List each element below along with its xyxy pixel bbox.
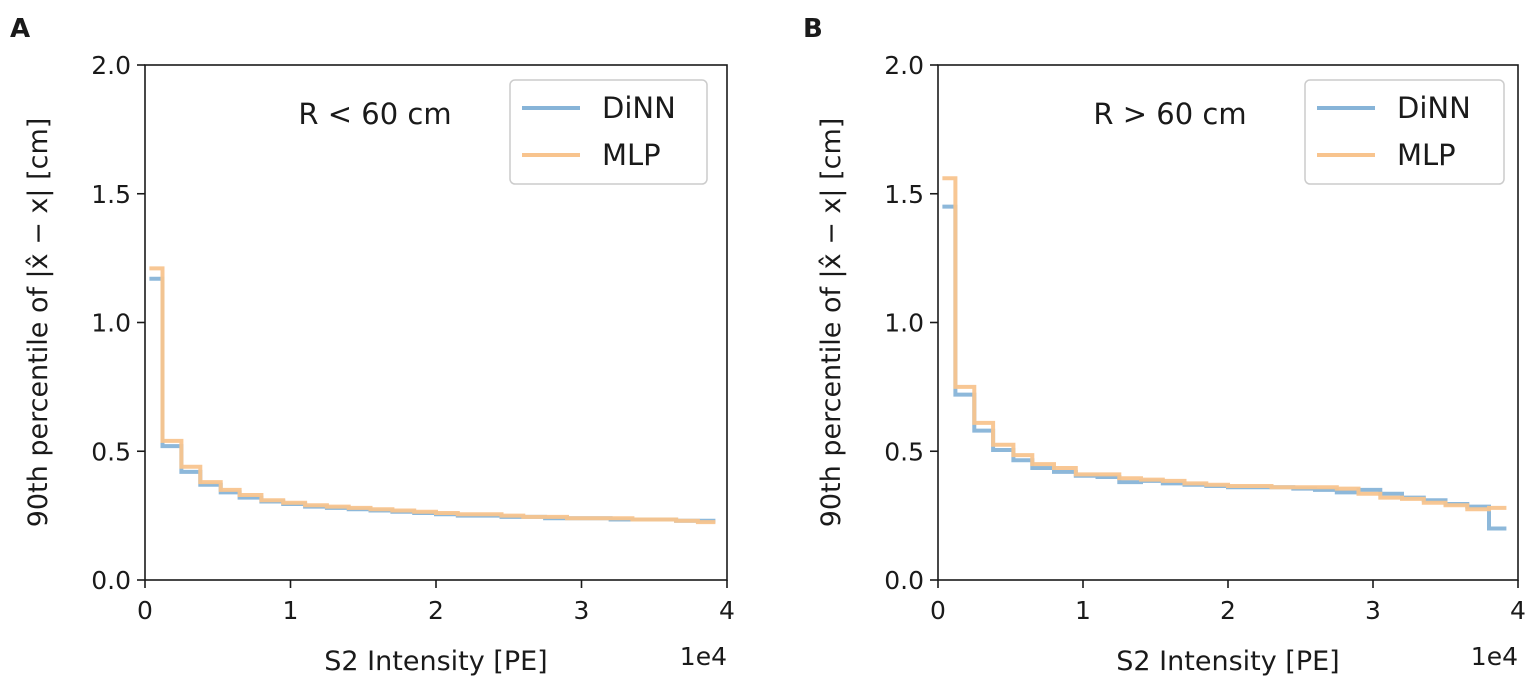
panel-a-series-mlp-line [149, 266, 716, 525]
panel-b-series-group [942, 176, 1507, 531]
panel-b-series-mlp-line [942, 176, 1507, 512]
panel-a-y-tick-label: 0.5 [91, 437, 131, 466]
panel-b-x-exponent: 1e4 [1471, 642, 1518, 671]
panel-a-x-tick-label: 3 [574, 596, 590, 625]
panel-a-y-tick-label: 1.0 [91, 309, 131, 338]
panel-b-y-tick-label: 0.5 [884, 437, 924, 466]
panel-a-x-exponent: 1e4 [680, 642, 727, 671]
panel-a-legend-label-dinn: DiNN [602, 91, 676, 125]
panel-a-legend-label-mlp: MLP [602, 138, 661, 172]
panel-a-y-tick-label: 2.0 [91, 51, 131, 80]
panel-b-letter: B [803, 14, 823, 44]
panel-a-x-tick-label: 0 [137, 596, 153, 625]
panel-b-x-tick-label: 4 [1510, 596, 1526, 625]
panel-a-series-group [149, 266, 716, 525]
panel-a-y-axis-label: 90th percentile of |x̂ − x| [cm] [23, 118, 54, 528]
panel-a-annotation: R < 60 cm [298, 97, 451, 131]
panel-a-y-tick-label: 1.5 [91, 180, 131, 209]
panel-a-chart: A 0 1 2 3 4 0.0 0.5 1.0 1.5 2.0 1e4 S2 Intensity [PE… [10, 14, 735, 677]
panel-b-legend-label-dinn: DiNN [1397, 91, 1471, 125]
panel-b-y-tick-label: 1.5 [884, 180, 924, 209]
panel-b-x-tick-label: 0 [930, 596, 946, 625]
panel-a-x-tick-label: 1 [283, 596, 299, 625]
panel-b-y-tick-label: 0.0 [884, 566, 924, 595]
panel-b-y-tick-label: 1.0 [884, 309, 924, 338]
panel-b-y-tick-label: 2.0 [884, 51, 924, 80]
panel-b-x-tick-label: 1 [1075, 596, 1091, 625]
panel-a-series-dinn-line [149, 276, 716, 523]
panel-b-x-axis-label: S2 Intensity [PE] [1116, 646, 1339, 677]
panel-b-series-dinn-line [942, 204, 1507, 531]
panel-b-x-tick-label: 2 [1220, 596, 1236, 625]
panel-b-annotation: R > 60 cm [1093, 97, 1246, 131]
panel-a-y-tick-label: 0.0 [91, 566, 131, 595]
panel-b-y-axis-label: 90th percentile of |x̂ − x| [cm] [816, 118, 847, 528]
panel-b-legend-label-mlp: MLP [1397, 138, 1456, 172]
panel-b-x-tick-label: 3 [1365, 596, 1381, 625]
panel-a-x-axis-label: S2 Intensity [PE] [324, 646, 547, 677]
panel-b-chart: B 0 1 2 3 4 0.0 0.5 1.0 1.5 2.0 1e4 S2 Intensity [PE… [803, 14, 1526, 677]
panel-a-x-tick-label: 4 [719, 596, 735, 625]
panel-b-legend: DiNN MLP [1304, 79, 1505, 185]
panel-a-legend: DiNN MLP [509, 79, 708, 185]
panel-a-letter: A [10, 14, 30, 44]
panel-a-x-tick-label: 2 [428, 596, 444, 625]
